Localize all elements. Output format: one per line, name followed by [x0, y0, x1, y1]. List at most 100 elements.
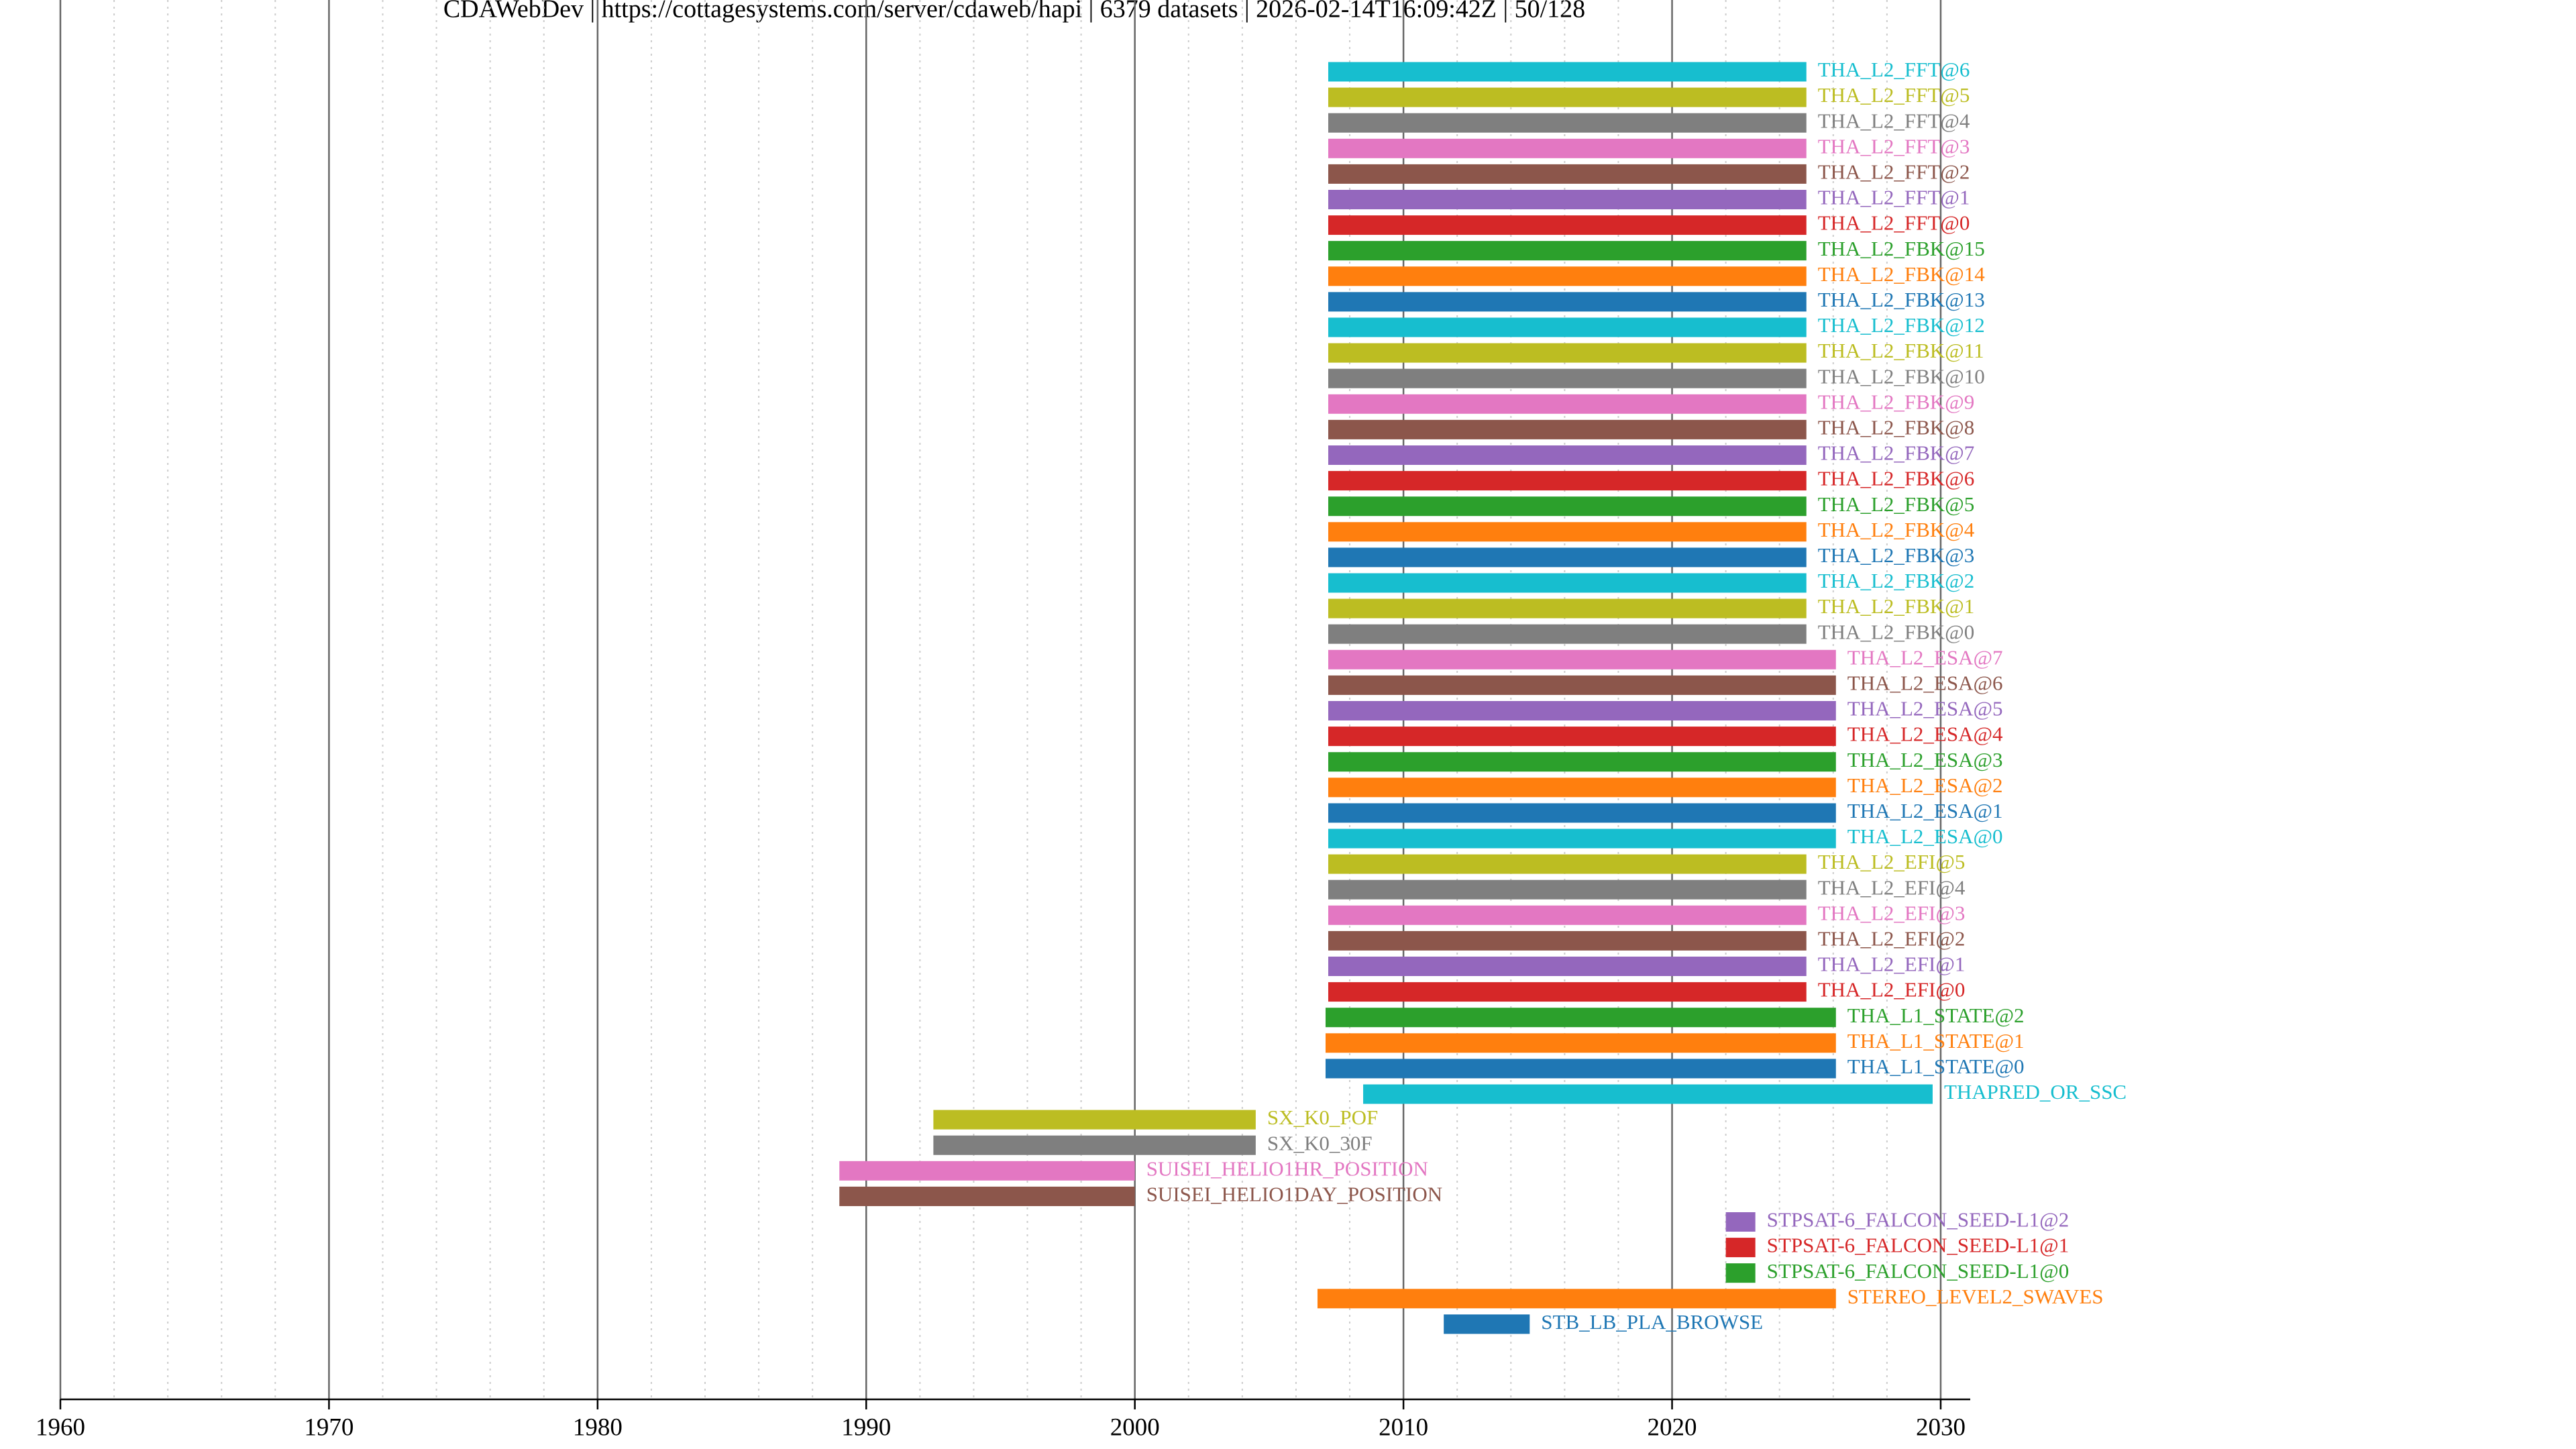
bar-label: THA_L2_FBK@2 [1818, 569, 1975, 592]
bar-label: THA_L2_ESA@2 [1847, 773, 2003, 797]
bar [1725, 1238, 1756, 1258]
bar [1328, 419, 1807, 439]
bar [1328, 496, 1807, 517]
bar-label: THA_L2_FFT@1 [1818, 186, 1970, 209]
bar-label: THA_L2_FBK@11 [1818, 339, 1984, 362]
bar [1328, 573, 1807, 593]
bar [1328, 777, 1836, 798]
bar [1328, 266, 1807, 286]
bar [1328, 701, 1836, 720]
bar-label: THA_L2_ESA@7 [1847, 645, 2003, 669]
x-tick-label: 1970 [304, 1414, 354, 1442]
bar-label: THA_L1_STATE@0 [1847, 1055, 2025, 1078]
bar-label: THA_L2_FBK@7 [1818, 441, 1975, 465]
bar [1328, 879, 1807, 900]
bar-label: THA_L1_STATE@2 [1847, 1004, 2025, 1027]
bar-label: THA_L2_ESA@3 [1847, 748, 2003, 771]
bar-label: THA_L2_FBK@13 [1818, 288, 1985, 311]
bar [1328, 624, 1807, 644]
bar-label: THA_L2_FBK@15 [1818, 237, 1985, 260]
bar [933, 1135, 1256, 1155]
bar [1328, 957, 1807, 976]
bar [1325, 1033, 1836, 1053]
bar-label: THA_L2_FFT@3 [1818, 134, 1970, 158]
bar [1444, 1314, 1530, 1334]
bar [1328, 598, 1807, 619]
bar [839, 1186, 1135, 1206]
x-tick-label: 2030 [1916, 1414, 1966, 1442]
x-tick-label: 2020 [1648, 1414, 1697, 1442]
bar [1725, 1212, 1756, 1232]
bar-label: THA_L1_STATE@1 [1847, 1029, 2025, 1053]
bar-label: THA_L2_EFI@1 [1818, 953, 1966, 976]
x-tick-label: 2000 [1110, 1414, 1160, 1442]
bar [1328, 394, 1807, 414]
bar [1328, 522, 1807, 542]
bar [1328, 649, 1836, 669]
bar-label: SUISEI_HELIO1HR_POSITION [1146, 1157, 1428, 1180]
bar-label: THA_L2_ESA@0 [1847, 824, 2003, 848]
bar [1317, 1289, 1836, 1309]
bar-label: THA_L2_EFI@3 [1818, 901, 1966, 924]
bar [1328, 317, 1807, 337]
bar-label: THA_L2_FBK@0 [1818, 620, 1975, 643]
bar-label: THA_L2_FBK@9 [1818, 390, 1975, 413]
bar [839, 1161, 1135, 1181]
bar-label: THA_L2_ESA@1 [1847, 799, 2003, 822]
bar-label: SX_K0_POF [1267, 1106, 1378, 1129]
bar-label: THA_L2_EFI@4 [1818, 875, 1966, 899]
bar-label: THA_L2_ESA@5 [1847, 697, 2003, 720]
bar [1328, 113, 1807, 133]
bar-label: SUISEI_HELIO1DAY_POSITION [1146, 1183, 1442, 1206]
bar-label: THA_L2_FBK@1 [1818, 594, 1975, 618]
bar [1328, 87, 1807, 107]
bar [1328, 445, 1807, 465]
bar [1328, 215, 1807, 235]
bar-label: THA_L2_EFI@5 [1818, 850, 1966, 873]
bar-label: THA_L2_FBK@12 [1818, 313, 1985, 337]
bar [1328, 62, 1807, 82]
bar-label: THA_L2_FFT@4 [1818, 109, 1970, 132]
bar [1325, 1059, 1836, 1079]
bar [1328, 343, 1807, 363]
bar [1328, 190, 1807, 209]
bar-label: THA_L2_FBK@5 [1818, 492, 1975, 516]
chart-title: CDAWebDev | https://cottagesystems.com/s… [443, 0, 1585, 23]
bar [1363, 1084, 1933, 1104]
bar-label: STEREO_LEVEL2_SWAVES [1847, 1285, 2104, 1308]
bar [1725, 1263, 1756, 1283]
bar [1328, 982, 1807, 1002]
bar [1325, 1008, 1836, 1028]
bar [1328, 930, 1807, 951]
bar [1328, 752, 1836, 772]
bar [1328, 675, 1836, 695]
bar [1328, 368, 1807, 388]
bar-label: THA_L2_FFT@5 [1818, 83, 1970, 107]
bar [1328, 241, 1807, 261]
bar [1328, 138, 1807, 158]
bar-label: THA_L2_FFT@6 [1818, 58, 1970, 81]
bar-label: THA_L2_FBK@10 [1818, 364, 1985, 388]
bar-label: THA_L2_FBK@4 [1818, 518, 1975, 541]
bar [1328, 547, 1807, 568]
bar [1328, 471, 1807, 491]
bar [1328, 828, 1836, 849]
bar-label: THA_L2_EFI@2 [1818, 927, 1966, 951]
bar-label: STPSAT-6_FALCON_SEED-L1@1 [1767, 1234, 2070, 1257]
bar [1328, 854, 1807, 874]
bar-label: THA_L2_FFT@0 [1818, 211, 1970, 235]
x-tick-label: 2010 [1379, 1414, 1428, 1442]
bar-label: SX_K0_30F [1267, 1131, 1373, 1155]
bar-label: STB_LB_PLA_BROWSE [1541, 1310, 1763, 1334]
bar-label: STPSAT-6_FALCON_SEED-L1@2 [1767, 1208, 2070, 1232]
x-tick-label: 1980 [573, 1414, 623, 1442]
bar [1328, 905, 1807, 925]
bar-label: THA_L2_FBK@3 [1818, 543, 1975, 567]
bar [1328, 164, 1807, 184]
bar-label: THA_L2_EFI@0 [1818, 978, 1966, 1002]
bar-label: THA_L2_ESA@6 [1847, 672, 2003, 695]
bar [1328, 803, 1836, 823]
bar-label: THA_L2_FBK@14 [1818, 262, 1985, 286]
bar-label: THA_L2_FBK@6 [1818, 467, 1975, 490]
